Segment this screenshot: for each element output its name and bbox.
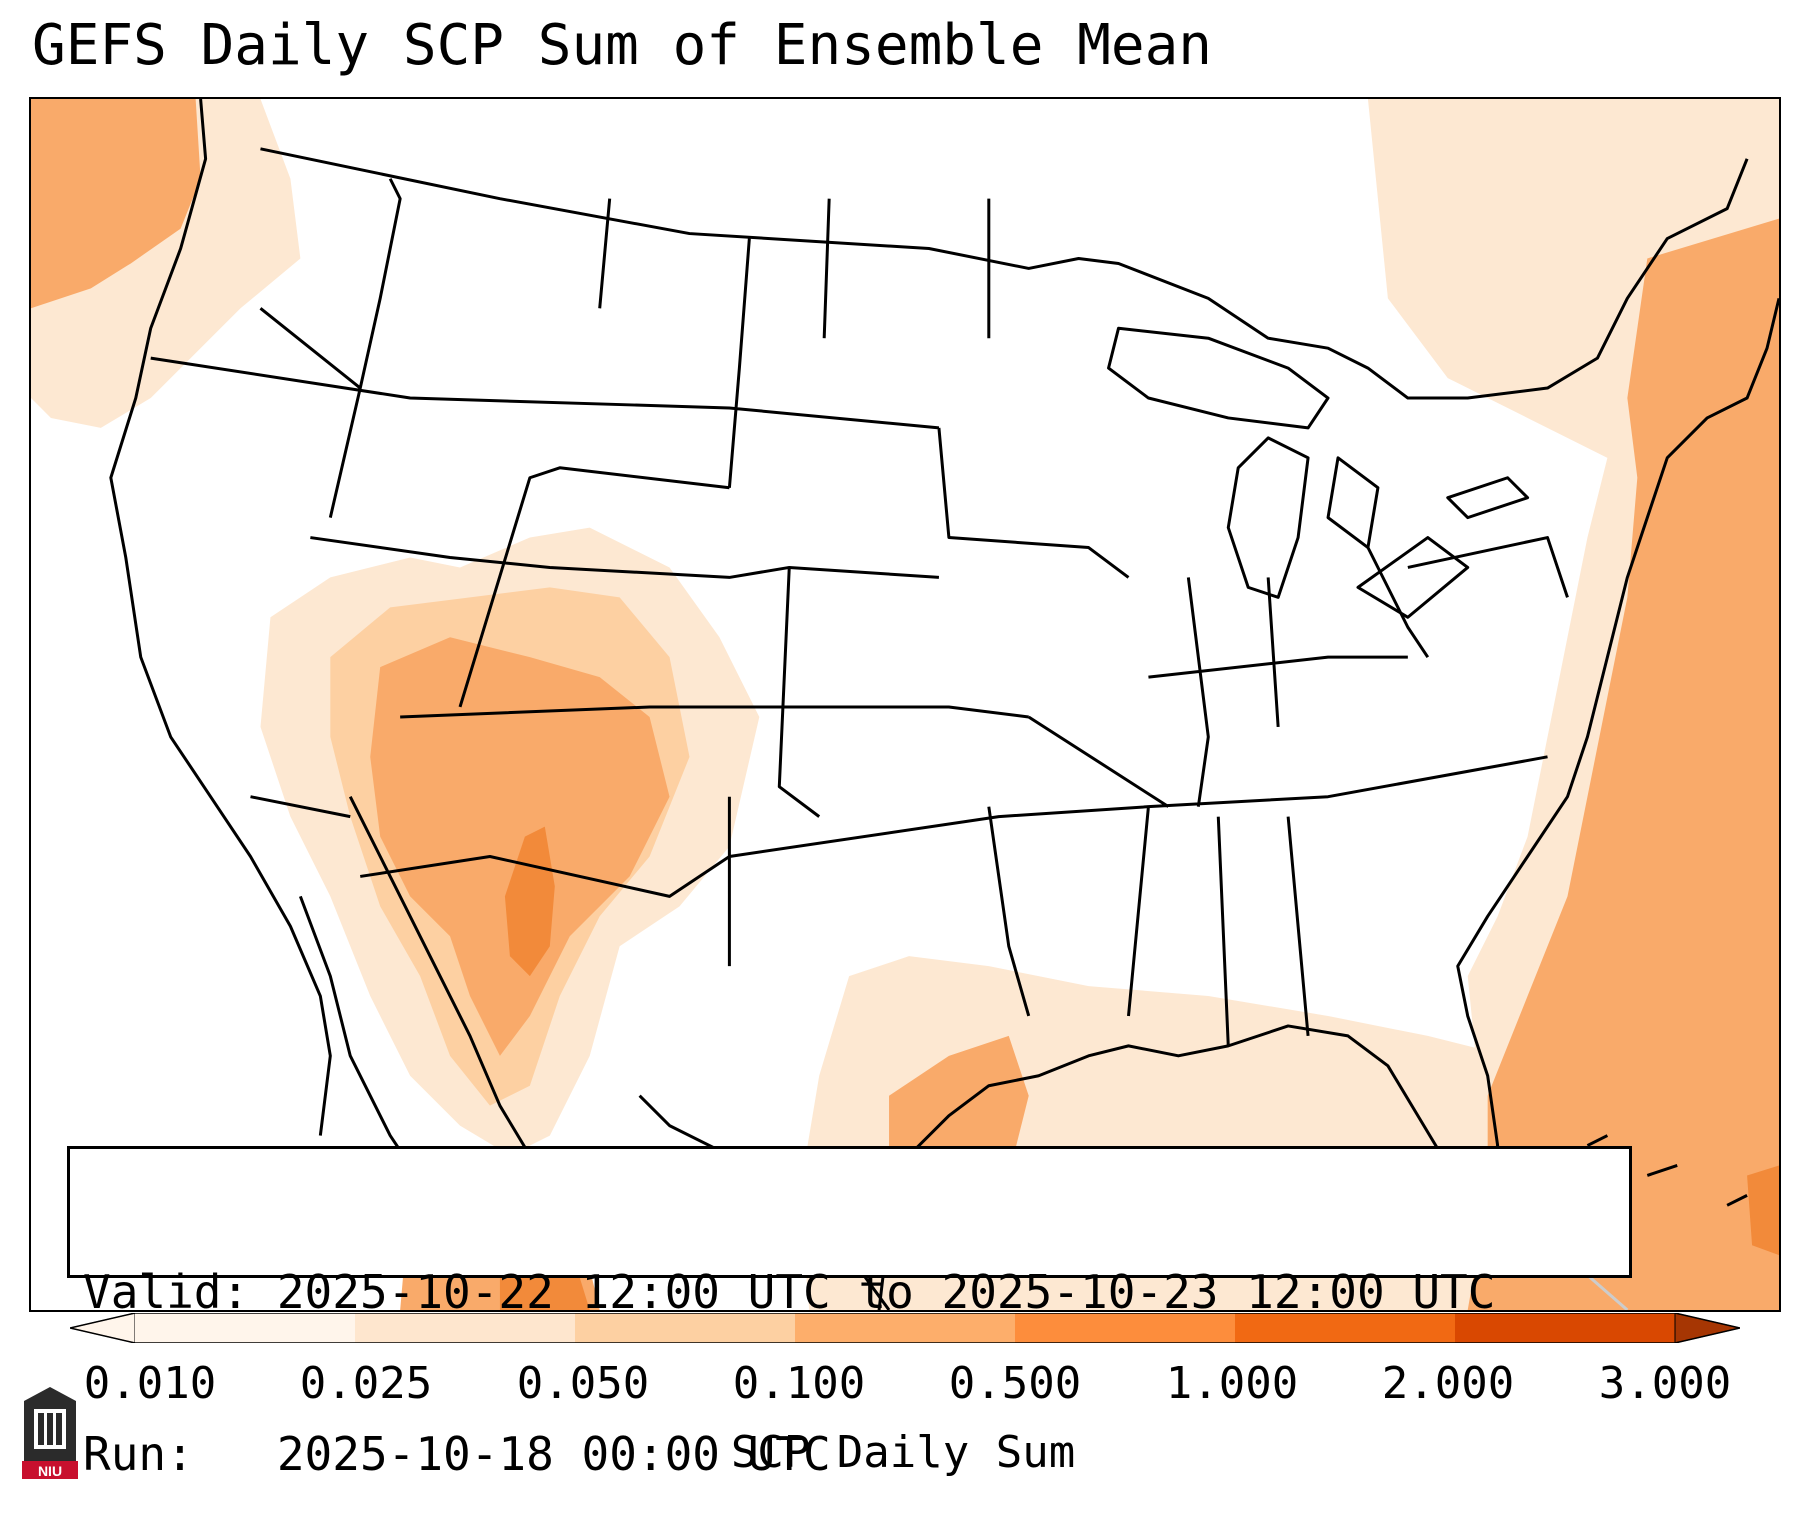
colorbar-tick-label-0: 0.010 [83, 1358, 217, 1409]
scp-region-southwest-orange [370, 637, 670, 1056]
colorbar-tick-label-6: 2.000 [1381, 1358, 1515, 1409]
run-info-box: Valid: 2025-10-22 12:00 UTC to 2025-10-2… [67, 1146, 1632, 1481]
chart-title: GEFS Daily SCP Sum of Ensemble Mean [32, 13, 1213, 78]
colorbar-tick-label-7: 3.000 [1598, 1358, 1732, 1409]
great-lakes [1107, 326, 1530, 619]
colorbar-label: SCP Daily Sum [730, 1427, 1076, 1478]
run-time-text: Run: 2025-10-18 00:00 UTC [83, 1427, 831, 1481]
west-coast [109, 99, 332, 1136]
logo-text: NIU [38, 1463, 62, 1479]
colorbar-tick-label-4: 0.500 [948, 1358, 1082, 1409]
colorbar-tick-label-3: 0.100 [732, 1358, 866, 1409]
bahamas-islands [1586, 1134, 1748, 1207]
valid-time-text: Valid: 2025-10-22 12:00 UTC to 2025-10-2… [83, 1265, 1496, 1319]
map-panel [29, 97, 1781, 1312]
colorbar-tick-label-2: 0.050 [516, 1358, 650, 1409]
colorbar [70, 1313, 1740, 1343]
scp-region-atlantic-orange [1467, 218, 1779, 1310]
colorbar-segment-6 [1455, 1313, 1676, 1343]
mexico-coast [348, 796, 532, 1157]
colorbar-segment-4 [1015, 1313, 1236, 1343]
colorbar-arrow-low [70, 1313, 136, 1343]
colorbar-segment-0 [135, 1313, 356, 1343]
colorbar-tick-label-1: 0.025 [299, 1358, 433, 1409]
scp-region-pacific-orange [31, 99, 201, 309]
colorbar-segment-5 [1235, 1313, 1456, 1343]
scp-region-caribbean-dark [1747, 1165, 1779, 1256]
colorbar-segment-3 [795, 1313, 1016, 1343]
scp-shading [31, 99, 1779, 1310]
colorbar-segment-1 [355, 1313, 576, 1343]
canada-us-border [260, 147, 1749, 400]
scp-map [31, 99, 1779, 1310]
state-lines [150, 178, 1569, 1046]
niu-building-logo: NIU [22, 1387, 78, 1479]
colorbar-segment-2 [575, 1313, 796, 1343]
colorbar-tick-label-5: 1.000 [1165, 1358, 1299, 1409]
map-borders [109, 99, 1779, 1310]
colorbar-arrow-high [1674, 1313, 1740, 1343]
